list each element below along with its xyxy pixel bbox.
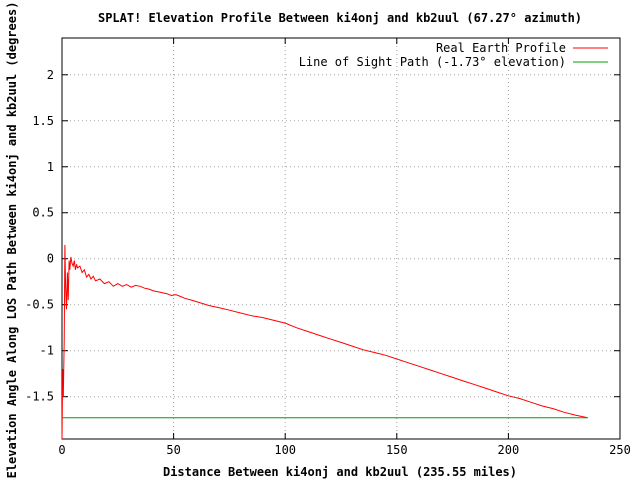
y-tick-label: 1 (47, 160, 54, 174)
y-tick-label: 1.5 (32, 114, 54, 128)
grid-lines (62, 38, 620, 439)
y-tick-label: 2 (47, 68, 54, 82)
legend-label: Line of Sight Path (-1.73° elevation) (299, 55, 566, 69)
y-tick-label: -1 (40, 344, 54, 358)
x-axis-label: Distance Between ki4onj and kb2uul (235.… (163, 465, 517, 479)
x-tick-label: 50 (166, 443, 180, 457)
x-tick-label: 200 (498, 443, 520, 457)
y-tick-label: -0.5 (25, 298, 54, 312)
legend-label: Real Earth Profile (436, 41, 566, 55)
y-axis-label: Elevation Angle Along LOS Path Between k… (5, 2, 19, 479)
chart-title: SPLAT! Elevation Profile Between ki4onj … (98, 11, 582, 25)
plot-frame (61, 37, 621, 440)
x-tick-label: 100 (274, 443, 296, 457)
axis-ticks: 0 50 100 150 200 250 -1.5 -1 -0.5 0 0.5 1 1.5 2 (25, 38, 631, 457)
y-tick-label: -1.5 (25, 390, 54, 404)
series-lines (61, 244, 588, 440)
x-tick-label: 250 (609, 443, 631, 457)
y-tick-label: 0 (47, 252, 54, 266)
x-tick-label: 0 (58, 443, 65, 457)
real-earth-profile-line (61, 244, 588, 440)
x-tick-label: 150 (386, 443, 408, 457)
y-tick-label: 0.5 (32, 206, 54, 220)
